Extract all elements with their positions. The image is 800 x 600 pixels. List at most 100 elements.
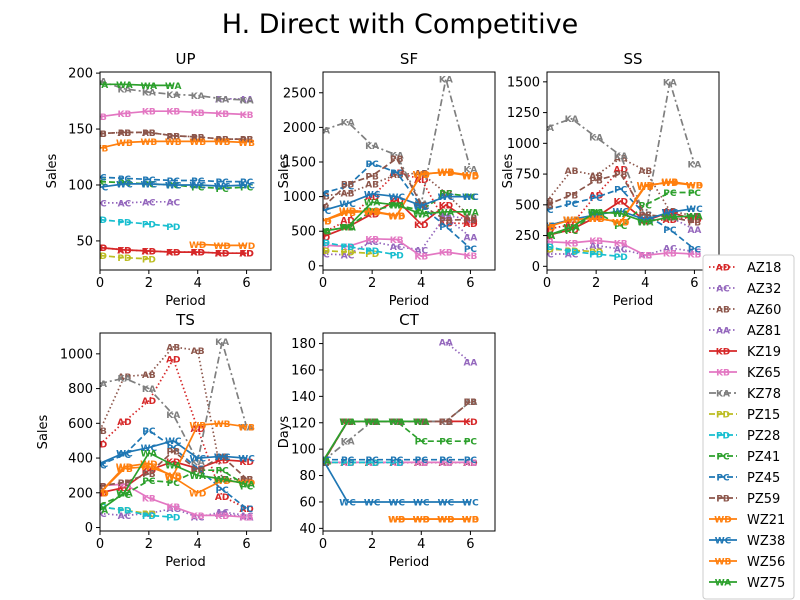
data-marker: PC [639, 201, 653, 211]
data-marker: WB [437, 516, 454, 526]
data-marker: AB [365, 181, 379, 191]
data-marker: AD [589, 191, 603, 201]
data-marker: PC [316, 456, 330, 466]
data-marker: AC [365, 238, 379, 248]
data-marker: WA [612, 210, 629, 220]
data-marker: AC [341, 459, 355, 469]
data-marker: AD [613, 166, 627, 176]
data-marker: KA [463, 165, 477, 175]
data-marker: PB [439, 217, 453, 227]
y-tick-label: 0 [532, 260, 540, 275]
series-line-pz28 [323, 241, 397, 256]
y-axis-label: Days [277, 416, 292, 449]
data-marker: KD [365, 210, 379, 220]
data-marker: KB [191, 512, 205, 522]
series-line-wz38 [323, 459, 471, 503]
data-marker: AD [239, 505, 253, 515]
data-marker: WA [141, 82, 158, 92]
data-marker: AB [439, 459, 453, 469]
data-marker: PC [167, 444, 181, 454]
x-axis-label: Period [389, 555, 430, 570]
data-marker: KA [365, 142, 379, 152]
legend-item-wz21: WD WZ21 [709, 513, 785, 528]
data-marker: KD [215, 250, 229, 260]
data-marker: PC [366, 160, 380, 170]
series-line-pz59 [323, 157, 471, 222]
data-marker: PC [439, 438, 453, 448]
y-tick-label: 180 [291, 337, 316, 352]
data-marker: PC [341, 224, 355, 234]
data-marker: WC [141, 180, 158, 190]
data-marker: KA [142, 89, 156, 99]
y-tick-label: 400 [68, 452, 93, 467]
data-marker: KD [340, 224, 354, 234]
data-marker: AB [240, 475, 254, 485]
data-marker: WB [92, 489, 109, 499]
data-marker: WC [339, 200, 356, 210]
data-marker: KA [565, 115, 579, 125]
series-line-pz59 [323, 400, 471, 463]
y-tick-label: 160 [291, 363, 316, 378]
x-tick-label: 2 [368, 537, 376, 552]
data-marker: KA [240, 423, 254, 433]
data-marker: PC [216, 467, 230, 477]
data-marker: KD [613, 198, 627, 208]
data-marker: WC [364, 190, 381, 200]
data-marker: AD [540, 226, 554, 236]
legend-item-wz56: WB WZ56 [709, 555, 785, 570]
data-marker: KD [190, 465, 204, 475]
data-marker: KB [464, 252, 478, 262]
data-marker: KB [316, 459, 330, 469]
data-marker: PD [341, 249, 355, 259]
legend-item-pz59: PB PZ59 [709, 492, 780, 507]
data-marker: WB [686, 182, 703, 192]
data-marker: PC [118, 175, 132, 185]
data-marker: PB [240, 136, 254, 146]
data-marker: WB [214, 420, 231, 430]
data-marker: PD [142, 221, 156, 231]
data-marker: KB [142, 495, 156, 505]
data-marker: PB [93, 482, 107, 492]
series-line-pz45 [547, 187, 695, 250]
x-axis-label: Period [389, 294, 430, 309]
data-marker: AD [215, 250, 229, 260]
x-tick-label: 4 [417, 276, 425, 291]
series-line-wz56 [323, 170, 471, 222]
data-marker: WC [116, 449, 133, 459]
data-marker: WB [116, 139, 133, 149]
legend-item-az18: AD AZ18 [709, 261, 781, 276]
data-marker: KA [341, 118, 355, 128]
x-tick-label: 4 [194, 276, 202, 291]
x-tick-label: 0 [543, 276, 551, 291]
data-marker: KA [365, 418, 379, 428]
data-marker: KD [389, 418, 403, 428]
data-marker: AB [118, 373, 132, 383]
data-marker: PD [117, 507, 131, 517]
data-marker: KB [240, 111, 254, 121]
data-marker: AC [439, 459, 453, 469]
data-marker: AC [365, 459, 379, 469]
data-marker: KB [439, 459, 453, 469]
data-marker: WD [661, 179, 678, 189]
data-marker: KA [439, 418, 453, 428]
data-marker: KD [540, 232, 554, 242]
data-marker: PB [142, 129, 156, 139]
data-marker: WB [388, 212, 405, 222]
x-axis-label: Period [165, 294, 206, 309]
data-marker: WB [238, 139, 255, 149]
data-marker: AC [414, 459, 428, 469]
data-marker: PB [93, 130, 107, 140]
legend-label: WZ38 [747, 534, 785, 549]
data-marker: AD [239, 250, 253, 260]
data-marker: KB [614, 239, 628, 249]
data-marker: PB [565, 191, 579, 201]
series-line-kz19 [100, 458, 247, 494]
x-tick-label: 2 [145, 276, 153, 291]
series-line-pz45 [100, 176, 247, 183]
data-marker: KB [663, 249, 677, 259]
data-marker: PC [191, 467, 205, 477]
legend-box [702, 254, 795, 600]
data-marker: WA [462, 208, 479, 218]
